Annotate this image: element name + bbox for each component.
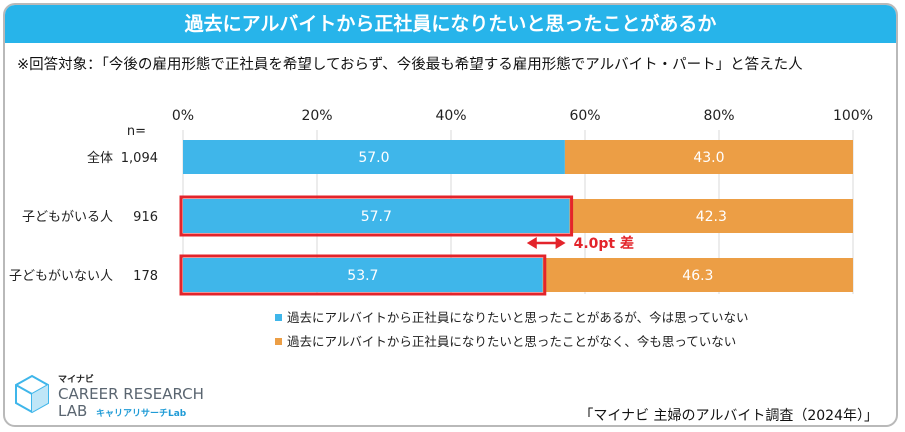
bar-value-label: 53.7 (347, 268, 378, 284)
category-label: 全体 (87, 150, 113, 166)
legend-swatch (275, 314, 282, 321)
n-header: n= (127, 124, 146, 139)
bar-value-label: 46.3 (682, 268, 713, 284)
logo-top-text: マイナビ (58, 373, 94, 385)
bar-value-label: 57.7 (361, 209, 392, 225)
logo-line2: LAB (58, 402, 87, 420)
chart-frame: 過去にアルバイトから正社員になりたいと思ったことがあるか ※回答対象：「今後の雇… (3, 3, 898, 427)
bar-segment (183, 258, 543, 292)
bar-segment (542, 258, 853, 292)
category-label: 子どもがいない人 (9, 269, 113, 284)
bar-segment (569, 199, 853, 233)
highlight-box (179, 254, 547, 296)
diff-annotation-label: 4.0pt 差 (574, 235, 634, 252)
legend-entry: 過去にアルバイトから正社員になりたいと思ったことがなく、今も思っていない (287, 334, 736, 349)
bar-value-label: 43.0 (693, 150, 724, 166)
x-tick-label: 100% (833, 108, 873, 124)
x-tick-label: 0% (172, 108, 194, 124)
diff-arrow-right-head (555, 237, 566, 249)
bar-value-label: 57.0 (358, 150, 389, 166)
source-credit: 「マイナビ 主婦のアルバイト調査（2024年）」 (579, 408, 878, 424)
bar-segment (564, 140, 853, 174)
n-value-label: 178 (133, 269, 158, 284)
n-value-label: 1,094 (121, 151, 158, 166)
chart-title: 過去にアルバイトから正社員になりたいと思ったことがあるか (5, 5, 896, 43)
bar-value-label: 42.3 (696, 209, 727, 225)
cube-logo-icon (15, 374, 49, 414)
logo-sub: キャリアリサーチLab (96, 408, 187, 419)
legend-swatch (275, 338, 282, 345)
career-research-lab-logo: マイナビ CAREER RESEARCH LAB キャリアリサーチLab (15, 373, 204, 420)
category-label: 子どもがいる人 (22, 210, 113, 225)
x-tick-label: 20% (301, 108, 332, 124)
legend-entry: 過去にアルバイトから正社員になりたいと思ったことがあるが、今は思っていない (287, 310, 749, 325)
bar-segment (183, 199, 570, 233)
x-tick-label: 40% (435, 108, 466, 124)
diff-arrow-left-head (526, 237, 537, 249)
n-value-label: 916 (133, 210, 158, 225)
bar-segment (183, 140, 565, 174)
x-tick-label: 60% (569, 108, 600, 124)
logo-line1: CAREER RESEARCH (58, 385, 204, 403)
highlight-box (179, 195, 574, 237)
x-tick-label: 80% (703, 108, 734, 124)
chart-subtitle: ※回答対象：「今後の雇用形態で正社員を希望しておらず、今後最も希望する雇用形態で… (17, 57, 803, 73)
